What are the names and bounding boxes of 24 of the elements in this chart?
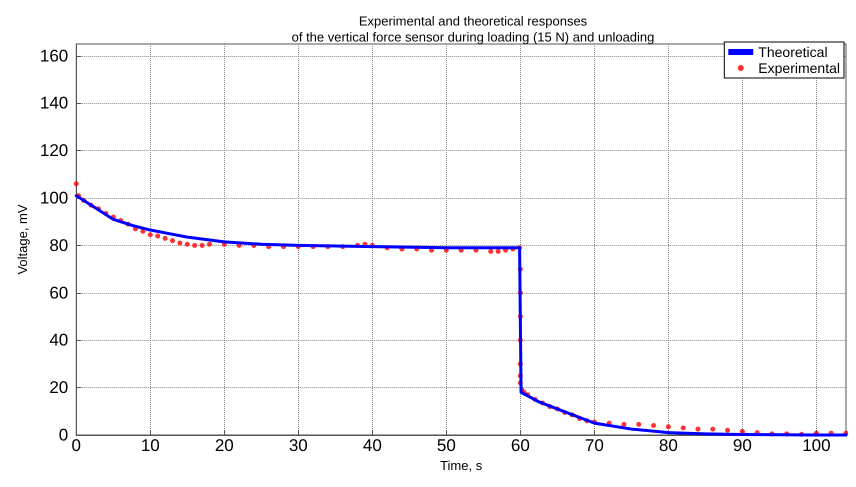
y-tick-label: 100	[40, 188, 68, 208]
x-tick-label: 50	[436, 436, 456, 455]
y-tick-label: 40	[49, 330, 68, 350]
x-tick-label: 70	[584, 436, 604, 455]
x-axis-title: Time, s	[440, 458, 483, 473]
y-tick-label: 120	[40, 141, 68, 160]
y-tick-label: 60	[49, 283, 68, 302]
chart-title: Experimental and theoretical responses of the vertical force sensor during loading (15 N) and unloading	[292, 14, 654, 44]
y-tick-label: 140	[40, 94, 68, 113]
x-tick-label: 100	[802, 436, 831, 455]
y-axis-title: Voltage, mV	[15, 204, 30, 275]
y-tick-label: 20	[49, 378, 68, 398]
y-tick-label: 160	[40, 46, 68, 66]
y-tick-label: 80	[49, 236, 68, 255]
x-tick-label: 10	[140, 436, 160, 455]
x-tick-label: 20	[214, 436, 234, 455]
x-tick-label: 80	[658, 436, 678, 455]
legend-label: Theoretical	[758, 44, 828, 60]
legend-label: Experimental	[758, 60, 840, 76]
x-tick-label: 90	[732, 436, 752, 455]
x-tick-label: 40	[362, 436, 382, 455]
x-tick-label: 60	[510, 436, 530, 455]
x-tick-label: 0	[72, 436, 81, 455]
x-tick-label: 30	[288, 436, 308, 455]
